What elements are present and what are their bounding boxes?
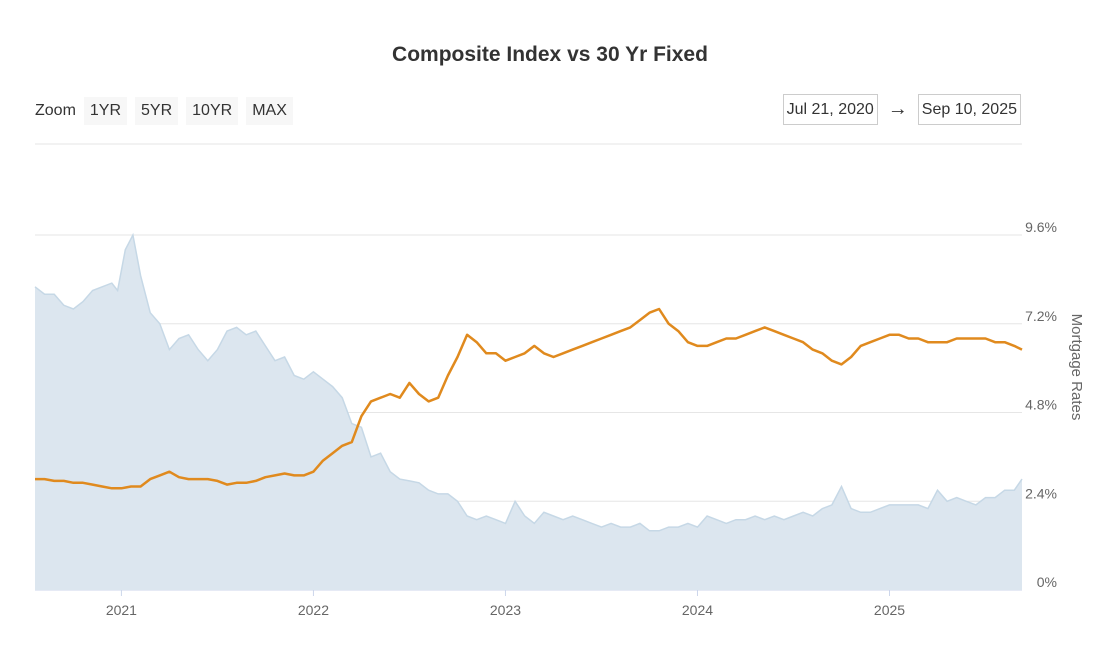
zoom-max-button[interactable]: MAX [246, 97, 293, 125]
composite-index-area [35, 235, 1022, 590]
area-layer [34, 232, 1023, 590]
composite-index-outline [34, 232, 1023, 532]
y-axis-title: Mortgage Rates [1068, 314, 1085, 421]
x-tick-label: 2025 [874, 602, 905, 618]
x-tick-label: 2024 [682, 602, 713, 618]
mortgage-rate-line [35, 307, 1023, 490]
zoom-10yr-button[interactable]: 10YR [186, 97, 239, 125]
range-arrow: → [887, 98, 908, 120]
zoom-5yr-button[interactable]: 5YR [135, 97, 179, 125]
line-layer [35, 307, 1023, 490]
zoom-label: Zoom [35, 102, 76, 119]
x-tick-label: 2023 [490, 602, 521, 618]
y-tick-label: 2.4% [1025, 485, 1057, 501]
x-axis: 2021 2022 2023 2024 2025 [106, 590, 905, 618]
y-tick-label: 9.6% [1025, 219, 1057, 235]
zoom-controls: Zoom 1YR 5YR 10YR MAX [35, 96, 301, 126]
y-axis: 0% 2.4% 4.8% 7.2% 9.6% [1025, 219, 1057, 590]
range-from-input[interactable]: Jul 21, 2020 [782, 94, 878, 125]
y-tick-label: 0% [1037, 574, 1057, 590]
y-tick-label: 4.8% [1025, 397, 1057, 413]
range-to-input[interactable]: Sep 10, 2025 [917, 94, 1021, 125]
y-tick-label: 7.2% [1025, 308, 1057, 324]
chart-title: Composite Index vs 30 Yr Fixed [392, 43, 708, 66]
x-tick-label: 2022 [298, 602, 329, 618]
date-range-selector: Jul 21, 2020 → Sep 10, 2025 [782, 94, 1021, 125]
x-tick-label: 2021 [106, 602, 137, 618]
zoom-1yr-button[interactable]: 1YR [83, 97, 128, 125]
